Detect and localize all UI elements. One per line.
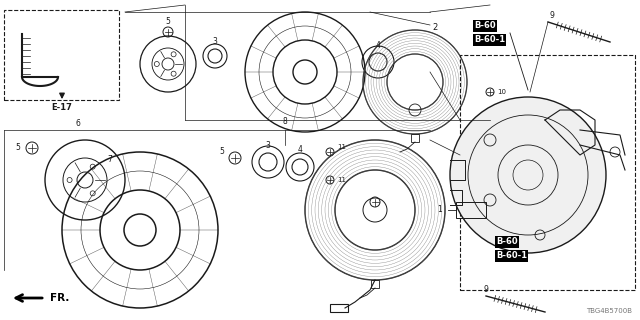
- Text: B-60: B-60: [474, 21, 495, 30]
- Bar: [456, 202, 486, 218]
- Bar: [4, 10, 119, 100]
- Text: 6: 6: [76, 118, 81, 127]
- Text: 3: 3: [266, 141, 271, 150]
- Text: 7: 7: [108, 156, 113, 164]
- Text: FR.: FR.: [50, 293, 69, 303]
- Text: 3: 3: [212, 37, 218, 46]
- Bar: [330, 304, 348, 312]
- Text: 5: 5: [166, 18, 170, 27]
- Text: 11: 11: [337, 144, 346, 150]
- Bar: [371, 280, 379, 288]
- Text: 11: 11: [337, 177, 346, 183]
- Text: 4: 4: [298, 146, 303, 155]
- Bar: [460, 55, 635, 290]
- Circle shape: [450, 97, 606, 253]
- Bar: [411, 134, 419, 142]
- Text: 9: 9: [484, 285, 488, 294]
- Text: TBG4B5700B: TBG4B5700B: [586, 308, 632, 314]
- Text: 8: 8: [283, 117, 287, 126]
- Text: B-60-1: B-60-1: [474, 36, 505, 44]
- Text: 5: 5: [15, 143, 20, 153]
- Text: 1: 1: [437, 205, 442, 214]
- Text: 2: 2: [433, 23, 438, 33]
- Text: E-17: E-17: [52, 103, 72, 113]
- Text: 5: 5: [220, 148, 225, 156]
- Text: 4: 4: [376, 41, 380, 50]
- Text: 10: 10: [497, 89, 506, 95]
- Text: B-60: B-60: [496, 237, 518, 246]
- Text: B-60-1: B-60-1: [496, 252, 527, 260]
- Text: 9: 9: [550, 12, 554, 20]
